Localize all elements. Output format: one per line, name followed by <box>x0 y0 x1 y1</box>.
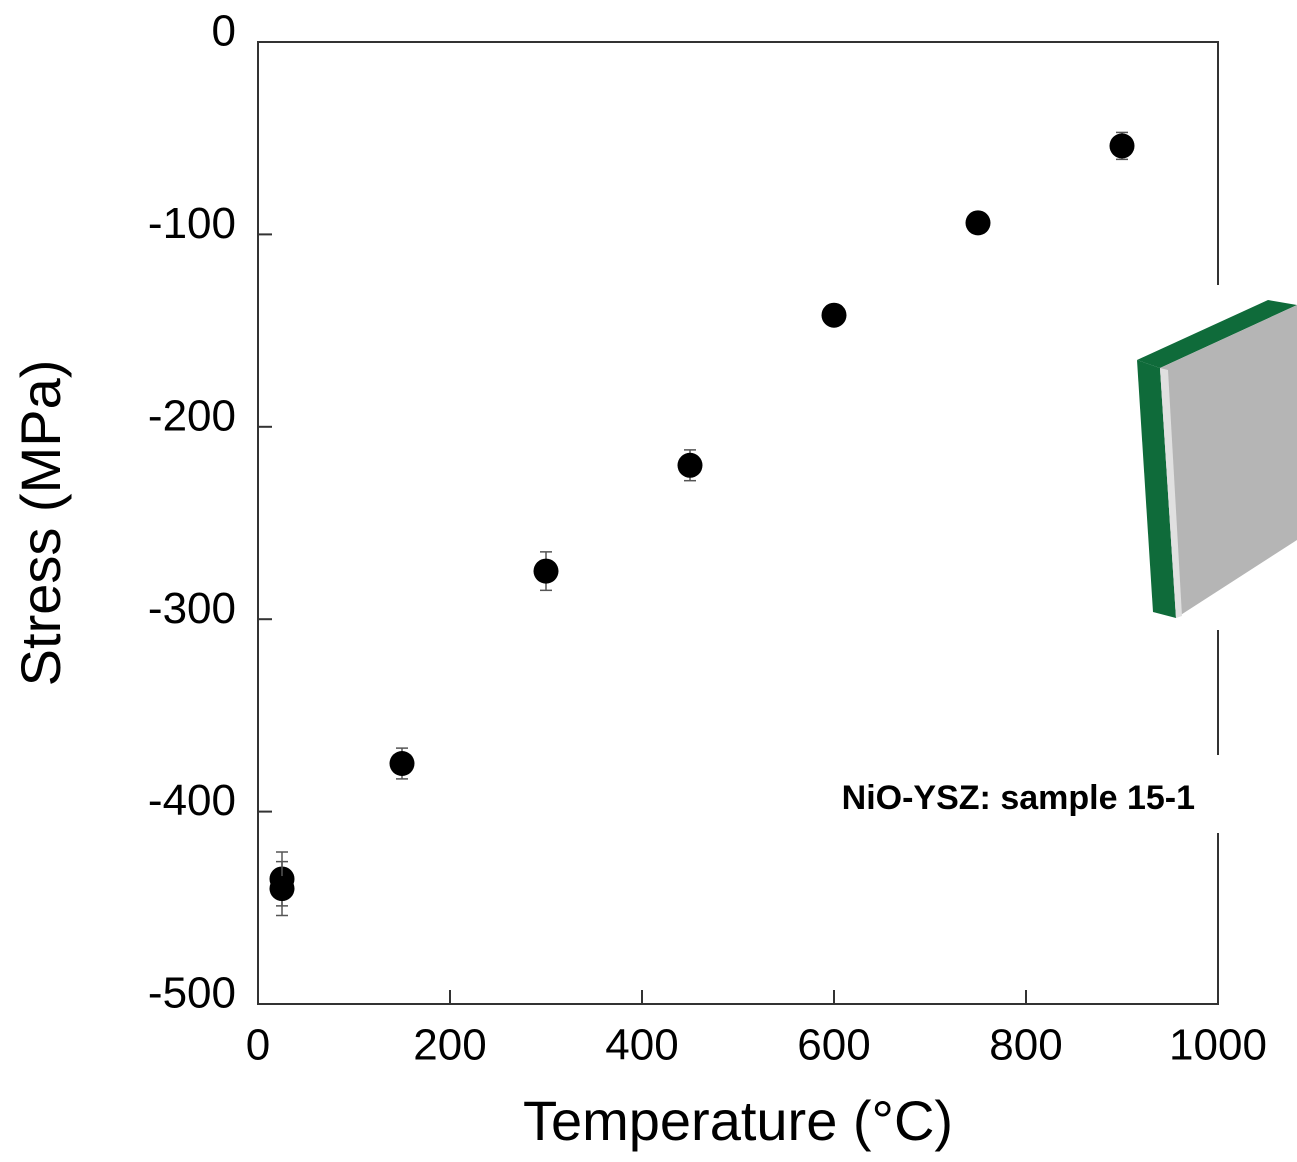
data-point <box>965 210 991 236</box>
data-point <box>677 452 703 478</box>
x-tick-label: 800 <box>989 1021 1062 1070</box>
data-point <box>1109 133 1135 159</box>
x-tick-label: 600 <box>797 1021 870 1070</box>
plot-frame <box>257 41 1219 1005</box>
annotation-box <box>760 755 1220 833</box>
data-point <box>389 751 415 776</box>
data-point <box>533 558 559 584</box>
y-tick-label: -300 <box>148 584 236 633</box>
y-tick-label: -100 <box>148 199 236 248</box>
marks <box>269 131 1135 917</box>
sample-illustration <box>1125 285 1297 630</box>
annotation: NiO-YSZ: sample 15-1 <box>842 779 1195 817</box>
x-tick-label: 0 <box>246 1021 270 1070</box>
x-axis-title: Temperature (°C) <box>523 1089 953 1152</box>
y-tick-label: 0 <box>212 7 236 56</box>
x-tick-label: 200 <box>413 1021 486 1070</box>
y-tick-label: -400 <box>148 776 236 825</box>
y-axis-title: Stress (MPa) <box>9 360 72 687</box>
y-tick-label: -200 <box>148 391 236 440</box>
data-point <box>269 876 295 902</box>
y-tick-label: -500 <box>148 969 236 1018</box>
x-tick-label: 1000 <box>1169 1021 1267 1070</box>
x-tick-label: 400 <box>605 1021 678 1070</box>
data-point <box>821 302 847 328</box>
